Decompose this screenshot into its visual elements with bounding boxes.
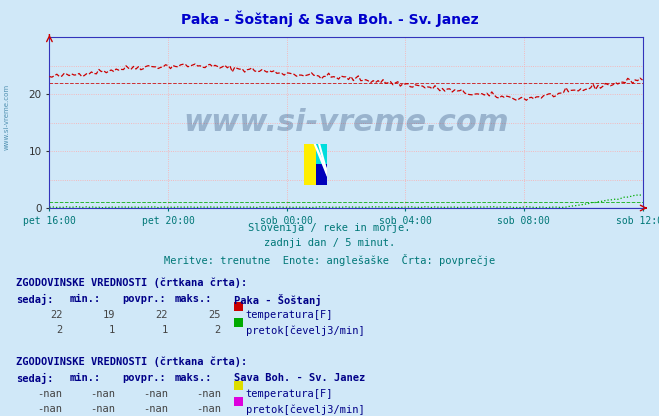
Text: -nan: -nan (196, 389, 221, 399)
Text: 19: 19 (103, 310, 115, 319)
Text: povpr.:: povpr.: (122, 294, 165, 304)
Text: -nan: -nan (143, 404, 168, 414)
Text: pretok[čevelj3/min]: pretok[čevelj3/min] (246, 404, 364, 415)
Polygon shape (314, 144, 327, 177)
Text: Paka - Šoštanj: Paka - Šoštanj (234, 294, 322, 306)
Text: 1: 1 (109, 325, 115, 335)
Text: ZGODOVINSKE VREDNOSTI (črtkana črta):: ZGODOVINSKE VREDNOSTI (črtkana črta): (16, 357, 248, 367)
Text: 22: 22 (50, 310, 63, 319)
Text: -nan: -nan (90, 404, 115, 414)
Text: Sava Boh. - Sv. Janez: Sava Boh. - Sv. Janez (234, 373, 365, 383)
Text: maks.:: maks.: (175, 373, 212, 383)
Polygon shape (316, 164, 327, 185)
Text: sedaj:: sedaj: (16, 294, 54, 305)
Text: pretok[čevelj3/min]: pretok[čevelj3/min] (246, 325, 364, 336)
Text: sedaj:: sedaj: (16, 373, 54, 384)
Text: -nan: -nan (38, 404, 63, 414)
Text: maks.:: maks.: (175, 294, 212, 304)
Text: 2: 2 (215, 325, 221, 335)
Text: min.:: min.: (69, 373, 100, 383)
Text: 2: 2 (57, 325, 63, 335)
Polygon shape (316, 144, 327, 164)
Text: min.:: min.: (69, 294, 100, 304)
Text: Paka - Šoštanj & Sava Boh. - Sv. Janez: Paka - Šoštanj & Sava Boh. - Sv. Janez (181, 10, 478, 27)
Polygon shape (311, 144, 327, 177)
Text: temperatura[F]: temperatura[F] (246, 310, 333, 319)
Text: povpr.:: povpr.: (122, 373, 165, 383)
Text: Meritve: trenutne  Enote: anglešaške  Črta: povprečje: Meritve: trenutne Enote: anglešaške Črta… (164, 254, 495, 266)
Polygon shape (304, 144, 316, 185)
Text: www.si-vreme.com: www.si-vreme.com (183, 108, 509, 137)
Text: www.si-vreme.com: www.si-vreme.com (3, 84, 10, 149)
Text: 25: 25 (208, 310, 221, 319)
Text: Slovenija / reke in morje.: Slovenija / reke in morje. (248, 223, 411, 233)
Text: zadnji dan / 5 minut.: zadnji dan / 5 minut. (264, 238, 395, 248)
Text: -nan: -nan (196, 404, 221, 414)
Text: -nan: -nan (143, 389, 168, 399)
Text: 1: 1 (162, 325, 168, 335)
Text: -nan: -nan (90, 389, 115, 399)
Text: 22: 22 (156, 310, 168, 319)
Text: -nan: -nan (38, 389, 63, 399)
Text: ZGODOVINSKE VREDNOSTI (črtkana črta):: ZGODOVINSKE VREDNOSTI (črtkana črta): (16, 278, 248, 288)
Text: temperatura[F]: temperatura[F] (246, 389, 333, 399)
